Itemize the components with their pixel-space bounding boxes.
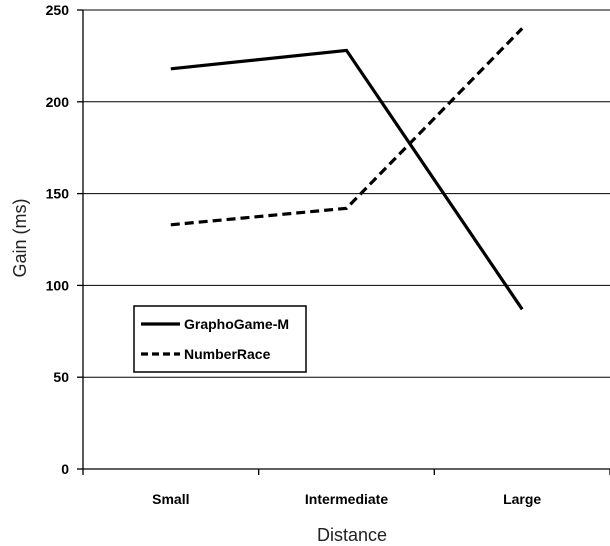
y-tick-label-0: 0 (61, 461, 69, 477)
x-tick-label-small: Small (152, 491, 189, 507)
legend: GraphoGame-M NumberRace (133, 305, 307, 373)
y-tick-label-100: 100 (46, 277, 70, 293)
axes (82, 10, 610, 470)
series-line-graphogame-m (170, 48, 524, 311)
gridlines (77, 9, 610, 475)
y-tick-label-50: 50 (53, 369, 69, 385)
series-line-numberrace (170, 27, 524, 227)
legend-box (133, 305, 307, 373)
y-tick-label-200: 200 (46, 94, 70, 110)
y-tick-label-150: 150 (46, 186, 70, 202)
x-axis-title: Distance (317, 525, 387, 545)
legend-label-grapho: GraphoGame-M (184, 316, 289, 332)
y-axis-title: Gain (ms) (10, 198, 30, 277)
legend-label-numberrace: NumberRace (184, 346, 271, 362)
x-tick-label-intermediate: Intermediate (305, 491, 388, 507)
x-tick-labels: Small Intermediate Large (152, 491, 541, 507)
y-tick-label-250: 250 (46, 2, 70, 18)
y-tick-labels: 0 50 100 150 200 250 (46, 2, 70, 477)
x-tick-label-large: Large (503, 491, 541, 507)
series-lines (170, 27, 524, 311)
